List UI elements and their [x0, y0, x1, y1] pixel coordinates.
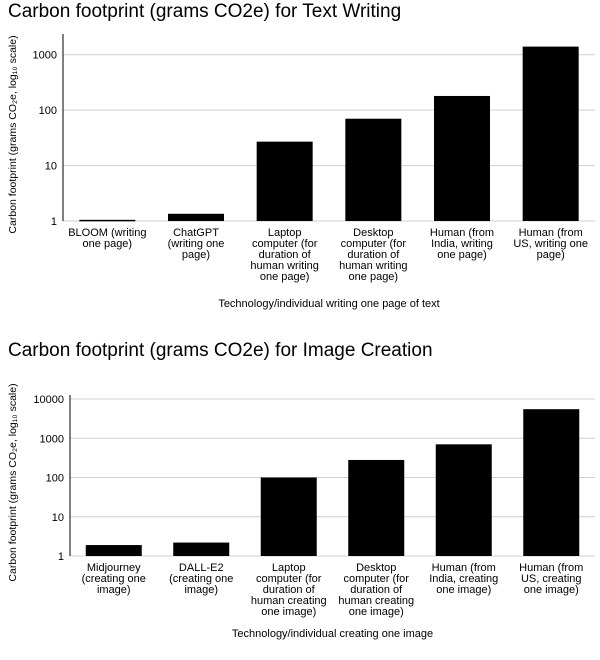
bar: [434, 95, 490, 221]
bar: [345, 118, 402, 221]
x-axis-title: Technology/individual writing one page o…: [218, 298, 439, 310]
x-tick-label: Human (from India, writing one page): [430, 227, 494, 261]
bar: [85, 545, 142, 556]
chart-title: Carbon footprint (grams CO2e) for Image …: [8, 340, 433, 361]
bar: [168, 213, 224, 221]
y-tick-label: 1: [51, 216, 57, 228]
y-tick-label: 1000: [33, 50, 57, 62]
x-tick-label: Desktop computer (for duration of human wri…: [339, 227, 407, 283]
x-tick-label: ChatGPT (writing one page): [168, 227, 225, 261]
x-tick-label: BLOOM (writing one page): [68, 227, 146, 250]
image-creation-chart: Carbon footprint (grams CO2e) for Image …: [0, 330, 600, 660]
bar: [522, 46, 579, 221]
x-tick-label: Human (from US, creating one image): [519, 562, 583, 596]
chart-title: Carbon footprint (grams CO2e) for Text W…: [8, 1, 402, 22]
x-tick-label: Human (from US, writing one page): [513, 227, 588, 261]
y-tick-label: 100: [46, 473, 64, 485]
y-tick-label: 10: [45, 161, 57, 173]
x-axis-title: Technology/individual creating one image: [232, 628, 433, 640]
bar: [523, 409, 580, 556]
text-writing-plot: 1 10 100 1000 BLOOM (writing one page) ChatGPT…: [7, 34, 595, 310]
x-tick-label: Laptop computer (for duration of human crea…: [251, 562, 327, 618]
x-tick-label: Desktop computer (for duration of human cre…: [338, 562, 414, 618]
y-tick-label: 1000: [40, 433, 64, 445]
x-tick-label: Human (from India, creating one image): [429, 562, 498, 596]
y-tick-label: 100: [39, 105, 57, 117]
bar: [260, 477, 317, 556]
y-axis-title: Carbon footprint (grams CO₂e, log₁₀ scal…: [7, 35, 19, 233]
y-axis-title: Carbon footprint (grams CO₂e, log₁₀ scal…: [7, 383, 19, 581]
x-tick-label: DALL-E2 (creating one image): [169, 562, 233, 596]
y-tick-label: 1: [58, 551, 64, 563]
text-writing-chart: Carbon footprint (grams CO2e) for Text W…: [7, 1, 595, 310]
x-tick-label: Laptop computer (for duration of human writ…: [250, 227, 318, 283]
image-creation-plot: 1 10 100 1000 10000 Midjourney (creating one im…: [7, 383, 595, 640]
y-tick-label: 10: [52, 512, 64, 524]
bar: [79, 219, 136, 222]
bar: [173, 542, 230, 556]
bar: [256, 141, 313, 221]
y-tick-label: 10000: [33, 394, 64, 406]
bar: [348, 459, 405, 556]
x-tick-label: Midjourney (creating one image): [82, 562, 146, 596]
bar: [435, 444, 492, 556]
